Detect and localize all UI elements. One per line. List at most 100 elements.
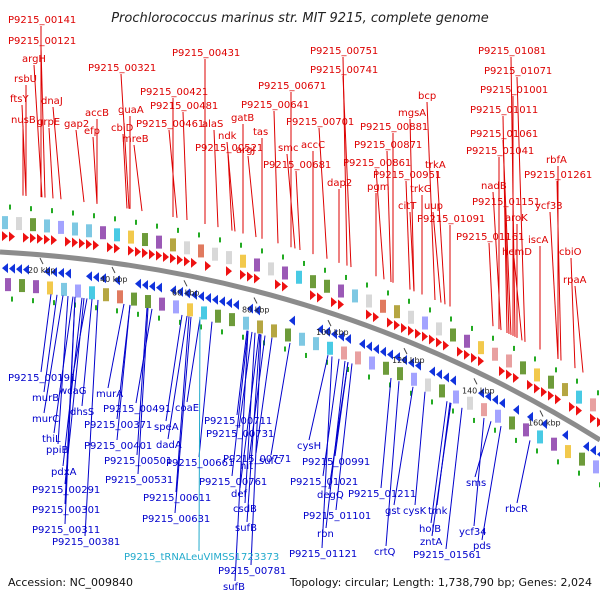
forward-cog-block — [576, 390, 582, 404]
reverse-gene-arrow — [184, 288, 190, 299]
forward-leader-line — [375, 168, 385, 280]
forward-cog-block — [198, 244, 204, 258]
forward-category-marker — [9, 204, 11, 210]
reverse-gene-label: hit — [240, 461, 253, 472]
forward-gene-label: efp — [84, 126, 100, 137]
reverse-gene-label: cysK — [403, 506, 427, 517]
forward-gene-label: P9215_00881 — [360, 122, 428, 133]
reverse-gene-arrow — [443, 372, 449, 383]
reverse-category-marker — [200, 324, 202, 330]
forward-category-marker — [387, 290, 389, 296]
reverse-gene-arrow — [408, 357, 414, 368]
forward-gene-arrow — [2, 231, 8, 242]
forward-leader-line — [556, 180, 562, 361]
reverse-cog-block — [551, 437, 557, 451]
reverse-category-marker — [473, 417, 475, 423]
reverse-leader-line — [64, 296, 76, 525]
reverse-category-marker — [326, 359, 328, 365]
forward-gene-arrow — [72, 237, 78, 248]
forward-cog-block — [562, 383, 568, 397]
reverse-leader-line — [248, 335, 266, 461]
forward-gene-label: smc — [278, 143, 298, 154]
reverse-gene-arrow — [394, 352, 400, 363]
reverse-cog-block — [523, 423, 529, 437]
reverse-gene-arrow — [429, 366, 435, 377]
scale-tick-mark — [327, 319, 332, 327]
reverse-gene-arrow — [478, 388, 484, 399]
forward-cog-block — [184, 241, 190, 255]
forward-gene-arrow — [506, 369, 512, 380]
reverse-cog-block — [313, 337, 319, 351]
forward-category-marker — [324, 267, 326, 273]
forward-cog-block — [72, 222, 78, 236]
reverse-leader-line — [198, 321, 213, 458]
forward-gene-arrow — [401, 322, 407, 333]
forward-leader-line — [247, 155, 257, 238]
reverse-gene-label: degQ — [317, 490, 344, 501]
reverse-gene-arrow — [23, 264, 29, 275]
reverse-gene-label: P9215_00711 — [204, 416, 272, 427]
forward-gene-arrow — [170, 253, 176, 264]
forward-leader-line — [75, 129, 85, 203]
forward-category-marker — [492, 335, 494, 341]
reverse-gene-label: P9215_00991 — [302, 457, 370, 468]
forward-gene-arrow — [317, 292, 323, 303]
forward-gene-label: P9215_00641 — [241, 100, 309, 111]
reverse-gene-label: P9215_00401 — [84, 441, 152, 452]
scale-tick-label: 80 kbp — [242, 305, 270, 314]
forward-leader-line — [432, 211, 442, 303]
forward-leader-line — [295, 170, 301, 251]
forward-cog-block — [506, 354, 512, 368]
reverse-gene-arrow — [86, 271, 92, 282]
reverse-cog-block — [89, 286, 95, 300]
forward-gene-arrow — [93, 240, 99, 251]
forward-gene-arrow — [590, 413, 596, 424]
reverse-gene-arrow — [16, 264, 22, 275]
forward-gene-label: rsbU — [14, 74, 37, 85]
forward-gene-label: rbfA — [546, 155, 567, 166]
forward-cog-block — [520, 361, 526, 375]
reverse-cog-block — [481, 403, 487, 417]
forward-leader-line — [168, 129, 178, 218]
reverse-gene-label: P9215_00781 — [218, 566, 286, 577]
forward-category-marker — [156, 223, 158, 229]
forward-gene-label: P9215_01041 — [466, 146, 534, 157]
forward-leader-line — [488, 242, 494, 327]
reverse-cog-block — [215, 309, 221, 323]
forward-gene-arrow — [191, 257, 197, 268]
forward-gene-arrow — [408, 325, 414, 336]
reverse-gene-arrow — [212, 294, 218, 305]
forward-leader-line — [409, 211, 415, 292]
reverse-gene-label: pds — [473, 541, 491, 552]
reverse-leader-line — [385, 381, 400, 547]
forward-cog-block — [464, 334, 470, 348]
forward-gene-arrow — [79, 238, 85, 249]
forward-gene-label: citT — [398, 201, 417, 212]
reverse-cog-block — [509, 416, 515, 430]
forward-gene-label: trkA — [425, 160, 446, 171]
forward-gene-arrow — [429, 334, 435, 345]
forward-gene-label: guaA — [118, 105, 144, 116]
reverse-gene-arrow — [205, 293, 211, 304]
forward-leader-line — [386, 150, 392, 283]
reverse-gene-label: murB — [32, 393, 59, 404]
label-leader-lines — [21, 26, 584, 582]
forward-gene-arrow — [226, 266, 232, 277]
forward-gene-label: bcp — [418, 91, 436, 102]
scale-tick-mark — [253, 297, 258, 304]
forward-gene-label: nusB — [11, 115, 36, 126]
forward-gene-arrow — [422, 331, 428, 342]
reverse-gene-label: murC — [32, 414, 59, 425]
reverse-gene-arrow — [513, 404, 519, 415]
forward-cog-block — [366, 294, 372, 308]
forward-gene-arrow — [177, 254, 183, 265]
reverse-category-marker — [137, 311, 139, 317]
reverse-category-marker — [536, 448, 538, 454]
forward-category-marker — [219, 237, 221, 243]
scale-tick-mark — [39, 257, 44, 265]
forward-gene-label: tas — [253, 127, 268, 138]
reverse-leader-line — [255, 337, 273, 454]
forward-cog-block — [380, 299, 386, 313]
forward-gene-label: argH — [22, 54, 46, 65]
forward-gene-label: P9215_00951 — [373, 170, 441, 181]
